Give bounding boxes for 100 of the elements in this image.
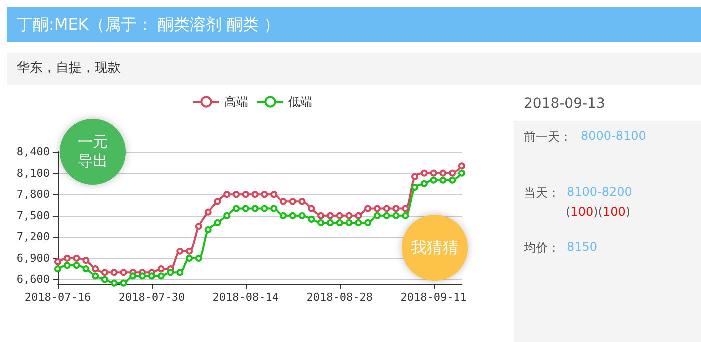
point: [261, 205, 268, 212]
legend-label: 低端: [288, 95, 312, 109]
point: [64, 254, 71, 262]
point: [252, 191, 259, 198]
text: 2018-09-13: [524, 96, 606, 112]
point: [326, 219, 334, 226]
point: [158, 272, 165, 280]
point: [130, 272, 137, 280]
point: [82, 257, 90, 264]
text: 均价：: [524, 240, 560, 257]
point: [280, 212, 287, 220]
point: [92, 272, 100, 280]
x-tick-label: 2018-09-11: [400, 291, 467, 304]
point: [449, 170, 456, 177]
y-tick-label: 8,400: [16, 146, 50, 158]
point: [430, 176, 438, 184]
point: [233, 191, 240, 198]
point: [289, 212, 296, 220]
point: [374, 212, 381, 220]
point: [92, 266, 100, 273]
chart-subtitle: 华东，自提，现款: [7, 53, 701, 85]
point: [374, 205, 381, 212]
y-tick-label: 6,900: [16, 252, 50, 265]
point: [458, 162, 466, 170]
point: [440, 176, 447, 184]
y-tick-label: 7,800: [16, 188, 50, 202]
point: [176, 269, 184, 276]
point: [195, 223, 202, 230]
point: [176, 248, 184, 255]
y-tick-label: 7,500: [16, 209, 50, 222]
point: [289, 198, 296, 206]
point: [308, 216, 316, 223]
point: [420, 180, 428, 188]
point: [204, 226, 212, 234]
point: [54, 266, 62, 273]
point: [318, 212, 325, 220]
point: [204, 208, 212, 216]
text: 当天：: [524, 185, 560, 202]
point: [233, 205, 240, 212]
x-tick-label: 2018-07-30: [118, 291, 186, 304]
point: [195, 254, 202, 262]
point: [458, 170, 466, 177]
point: [252, 205, 259, 212]
point: [412, 184, 419, 191]
point: [392, 212, 400, 220]
point: [82, 266, 90, 273]
x-tick-label: 2018-08-28: [306, 291, 373, 304]
point: [214, 198, 222, 206]
point: [430, 170, 438, 177]
point: [186, 248, 194, 255]
chart-title: 丁酮:MEK（属于： 酮类溶剂 酮类 ）: [7, 7, 701, 42]
point: [261, 191, 268, 198]
point: [120, 269, 128, 276]
text: 8150: [567, 240, 598, 254]
point: [364, 219, 372, 226]
text: (100)(100): [566, 205, 631, 219]
point: [158, 266, 165, 273]
y-tick-label: 7,200: [16, 230, 50, 244]
point: [440, 170, 447, 177]
point: [73, 254, 80, 262]
point: [64, 262, 71, 270]
point: [336, 212, 344, 220]
point: [355, 219, 362, 226]
point: [167, 269, 174, 276]
point: [364, 205, 372, 212]
y-tick-label: 8,100: [16, 166, 50, 180]
text: 8100-8200: [567, 185, 632, 199]
point: [318, 219, 325, 226]
point: [420, 170, 428, 177]
point: [308, 205, 316, 212]
point: [336, 219, 344, 226]
point: [242, 191, 250, 198]
point: [148, 272, 156, 280]
point: [402, 212, 410, 220]
point: [355, 212, 362, 220]
point: [54, 258, 62, 266]
point: [242, 205, 250, 212]
point: [412, 173, 419, 180]
point: [298, 212, 306, 220]
point: [73, 262, 80, 270]
point: [298, 198, 306, 206]
x-tick-label: 2018-08-14: [212, 291, 280, 304]
point: [326, 212, 334, 220]
point: [101, 276, 108, 284]
point: [110, 280, 118, 287]
legend-label: 高端: [224, 95, 248, 109]
point: [383, 212, 390, 220]
point: [224, 212, 231, 220]
text: 8000-8100: [581, 129, 646, 143]
point: [383, 205, 390, 212]
point: [120, 280, 128, 287]
point: [346, 212, 353, 220]
point: [449, 176, 456, 184]
point: [110, 269, 118, 276]
point: [214, 219, 222, 226]
point: [402, 205, 410, 212]
point: [101, 269, 108, 276]
point: [186, 254, 194, 262]
point: [139, 272, 146, 280]
y-tick-label: 6,600: [16, 273, 50, 286]
